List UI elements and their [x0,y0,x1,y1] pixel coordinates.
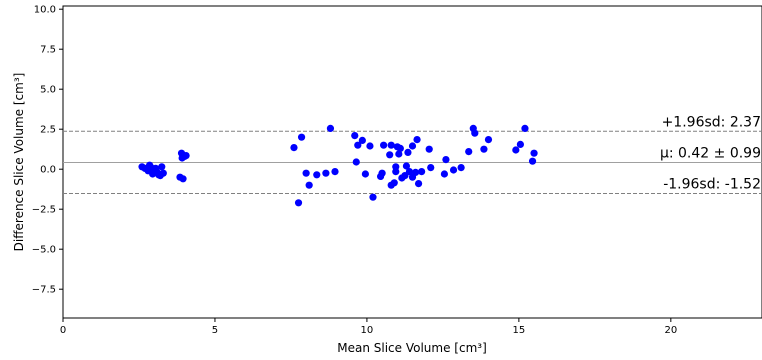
data-point [411,168,420,176]
data-point [387,141,395,149]
data-point [484,136,493,144]
data-point [471,129,479,137]
data-point [313,171,321,179]
data-point [414,180,423,188]
data-point [326,124,335,132]
data-point [530,149,538,157]
data-point [405,168,414,176]
x-tick-label: 15 [513,325,526,336]
data-point [305,181,313,189]
data-point [480,145,488,153]
data-point [366,142,374,150]
data-point [351,132,359,140]
data-point [331,168,339,176]
data-point [521,124,529,132]
data-point [380,141,388,149]
data-point [354,141,362,149]
y-axis-title: Difference Slice Volume [cm³] [12,73,26,252]
y-tick-label: −5.0 [32,245,56,256]
data-point [182,152,190,160]
x-axis-ticks: 0 5 10 15 20 [60,318,677,336]
data-point [179,175,187,183]
reference-lines [63,130,762,195]
data-point [404,148,412,156]
x-tick-label: 20 [664,325,677,336]
annotation-upper: +1.96sd: 2.37 [662,114,761,130]
data-point [290,144,298,152]
data-point [386,151,394,159]
data-point [369,193,377,201]
reference-line-annotations: +1.96sd: 2.37 μ: 0.42 ± 0.99 -1.96sd: -1.5… [660,114,761,192]
data-point [413,136,421,144]
x-tick-label: 5 [212,325,218,336]
x-axis-title: Mean Slice Volume [cm³] [337,341,487,355]
data-point [358,136,366,144]
data-point [427,164,435,172]
data-point [442,156,450,164]
y-tick-label: −2.5 [32,205,56,216]
data-point [361,170,369,178]
data-point [390,179,398,187]
data-point [159,169,167,177]
data-point [392,163,400,171]
data-point [457,164,465,172]
data-point [352,158,360,166]
data-point [294,199,303,207]
x-tick-label: 10 [361,325,374,336]
data-point [158,163,166,171]
scatter-points [138,124,538,207]
data-point [418,168,426,176]
data-point [512,146,520,154]
data-point [516,140,524,148]
data-point [465,148,473,156]
y-tick-label: −7.5 [32,285,56,296]
y-tick-label: 7.5 [40,45,56,56]
data-point [440,170,449,178]
y-tick-label: 10.0 [34,5,56,16]
y-tick-label: 2.5 [40,125,56,136]
y-tick-label: 0.0 [40,165,56,176]
data-point [378,169,386,177]
data-point [396,144,404,152]
data-point [449,166,458,174]
data-point [528,157,537,165]
data-point [425,145,433,153]
data-point [402,162,411,170]
y-axis-ticks: −7.5 −5.0 −2.5 0.0 2.5 5.0 7.5 10.0 [32,5,63,296]
data-point [322,169,330,177]
data-point [302,169,310,177]
x-tick-label: 0 [60,325,66,336]
data-point [297,133,306,141]
annotation-lower: -1.96sd: -1.52 [663,177,761,193]
data-point [395,150,403,158]
annotation-mean: μ: 0.42 ± 0.99 [660,145,761,161]
data-point [408,142,417,150]
y-tick-label: 5.0 [40,85,56,96]
